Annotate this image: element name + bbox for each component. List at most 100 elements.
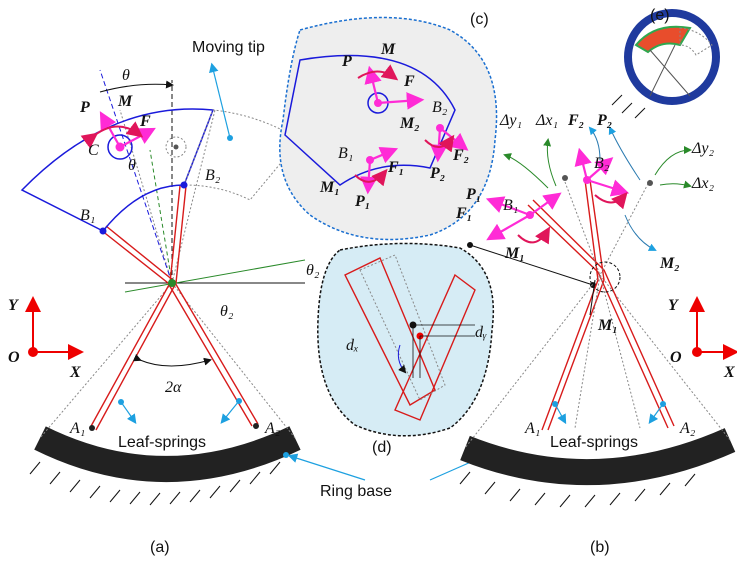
- label: C: [88, 142, 99, 159]
- panel-b-part: [610, 128, 640, 180]
- label: P₂: [596, 112, 612, 129]
- ground-hatch-part: [510, 489, 520, 501]
- label: M₂: [399, 115, 420, 132]
- panel-b-part: [530, 195, 558, 215]
- ring-base-label-part: [283, 452, 289, 458]
- guide-lines-part: [172, 283, 295, 438]
- label: O: [8, 349, 20, 366]
- label: M: [380, 41, 396, 58]
- ground-hatch-part: [270, 462, 280, 474]
- label: P: [341, 53, 352, 70]
- panel-b: Δy₁ Δx₁ F₂ P₂ Δy₂ Δx₂ P₁ B₁ B₂ F₁ M₁ M₂ …: [455, 112, 735, 556]
- label: X: [69, 364, 81, 381]
- node-b2: [181, 182, 188, 189]
- ground-hatch-part: [50, 472, 60, 484]
- caption: (c): [470, 11, 489, 28]
- label: B₂: [594, 155, 610, 172]
- panel-d: dₓ dᵧ (d): [318, 242, 596, 456]
- label: B₁: [338, 145, 353, 162]
- panel-b-part: [490, 215, 530, 238]
- caption: (b): [590, 539, 610, 556]
- moment-m: [95, 127, 140, 136]
- node-a1: [89, 425, 95, 431]
- label: X: [723, 364, 735, 381]
- guide-lines-part: [40, 283, 172, 438]
- label: Leaf-springs: [550, 434, 638, 451]
- label: P: [79, 99, 90, 116]
- ghost-center-dot: [174, 145, 179, 150]
- ground-hatch-part: [535, 493, 545, 505]
- panel-b-part: [587, 180, 625, 192]
- ground-hatch-part: [230, 480, 240, 492]
- leaf-spring-1-part: [101, 230, 252, 426]
- panel-b-part: [625, 215, 655, 250]
- panel-b-part: [562, 175, 568, 181]
- label: A₂: [264, 420, 281, 437]
- label: F₁: [387, 159, 404, 176]
- ground-hatch-part: [485, 482, 495, 494]
- panel-b-part: [600, 275, 730, 440]
- ground-hatch-part: [585, 495, 595, 507]
- label: θ₂: [306, 262, 320, 279]
- label: M: [117, 93, 133, 110]
- label: F: [403, 73, 415, 90]
- label: M₁: [504, 245, 525, 262]
- label: Δy₁: [499, 112, 522, 129]
- ground-hatch-part: [635, 108, 645, 118]
- label: Δy₂: [691, 140, 714, 157]
- label: Δx₁: [535, 112, 558, 129]
- label: A₂: [679, 420, 696, 437]
- node-a2: [253, 423, 259, 429]
- label: 2α: [165, 379, 182, 396]
- label: Y: [8, 297, 19, 314]
- label: B₁: [80, 207, 95, 224]
- label: dᵧ: [475, 324, 487, 341]
- node-b1: [100, 228, 107, 235]
- label: P₂: [429, 165, 445, 182]
- pivot: [168, 279, 176, 287]
- ground-hatch-part: [610, 493, 620, 505]
- label: F₂: [452, 147, 469, 164]
- panel-b-part: [595, 195, 625, 203]
- leaf-spring-1: [101, 226, 258, 426]
- label: θ₂: [220, 303, 234, 320]
- panel-b-part: [580, 152, 587, 180]
- leaf-pointer: [121, 402, 135, 422]
- label: A₁: [69, 420, 85, 437]
- panel-d-part: [470, 245, 593, 285]
- ground-hatch-part: [685, 474, 695, 486]
- ground-hatch-part: [110, 490, 120, 502]
- label: Moving tip: [192, 39, 265, 56]
- ground-hatch-part: [460, 472, 470, 484]
- panel-a: Moving tip θ P M F C θ B₁ B₂ θ₂ θ₂ 2α A₁…: [8, 39, 320, 556]
- label: A₁: [524, 420, 540, 437]
- guide-lines-part: [120, 110, 172, 283]
- label: B₁: [503, 197, 518, 214]
- label: P₁: [354, 193, 370, 210]
- ground-hatch: [612, 95, 645, 118]
- ring-base-label: Ring base: [283, 452, 487, 500]
- guide-lines-part: [150, 150, 172, 283]
- ground-hatch-part: [30, 462, 40, 474]
- panel-b-part: [655, 150, 690, 175]
- ground-hatch-part: [150, 493, 160, 505]
- figure: Moving tip θ P M F C θ B₁ B₂ θ₂ θ₂ 2α A₁…: [0, 0, 737, 563]
- moving-tip-dot: [227, 135, 233, 141]
- axes-b-part: [692, 347, 702, 357]
- ground-hatch-part: [170, 492, 180, 504]
- label: θ: [122, 67, 130, 84]
- axes-b: [692, 300, 735, 357]
- panel-b-part: [555, 404, 565, 422]
- ground-hatch-part: [660, 483, 670, 495]
- label: M₂: [659, 255, 680, 272]
- label: F: [139, 113, 151, 130]
- label: P₁: [465, 186, 481, 203]
- label: Leaf-springs: [118, 434, 206, 451]
- label: dₓ: [346, 337, 359, 354]
- ghost-springs-part: [565, 182, 640, 428]
- ground-hatch-part: [190, 490, 200, 502]
- theta-arc: [100, 84, 172, 92]
- ground-hatch-part: [210, 486, 220, 498]
- blob: [318, 243, 494, 435]
- ground-hatch-part: [250, 472, 260, 484]
